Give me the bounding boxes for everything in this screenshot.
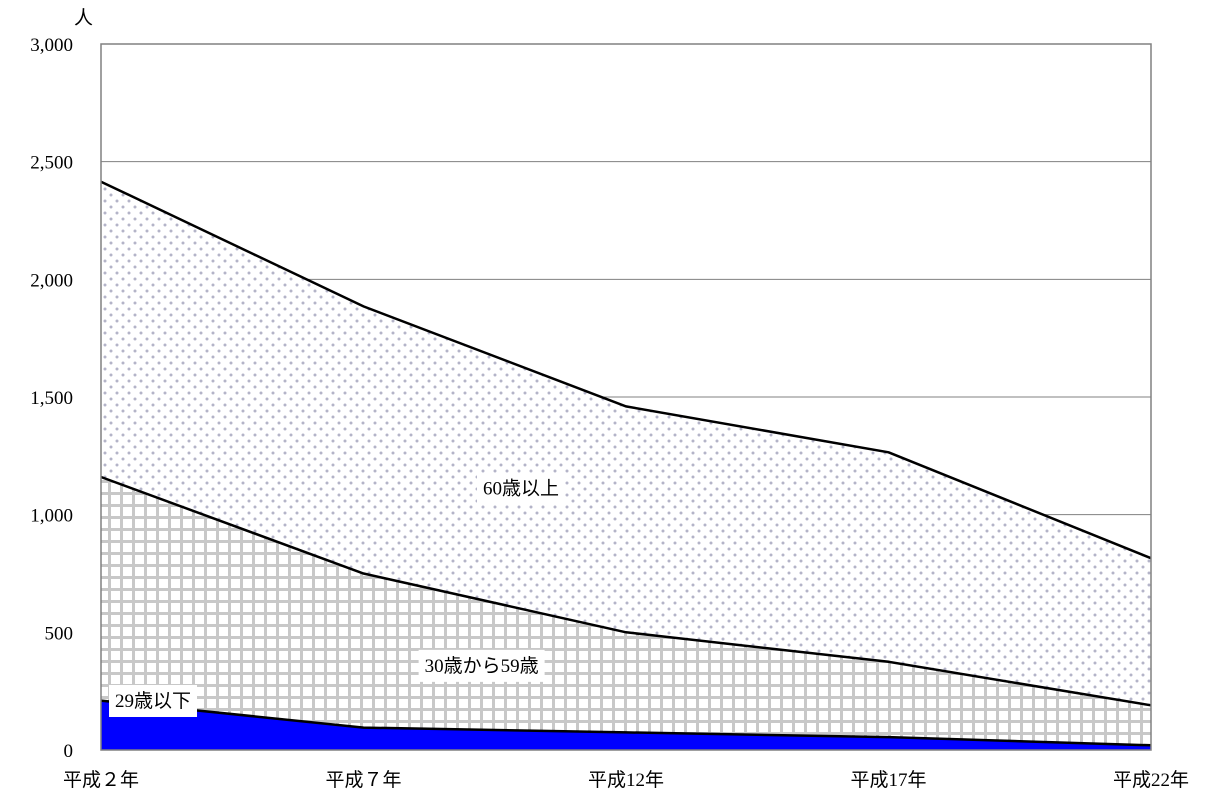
y-tick-label: 0	[64, 741, 74, 762]
y-tick-label: 500	[45, 623, 74, 644]
series-labels: 29歳以下 30歳から59歳 60歳以上	[109, 472, 566, 717]
plot-border	[100, 43, 1152, 751]
series-label: 29歳以下	[109, 684, 198, 717]
x-tick-label: 平成22年	[1113, 769, 1189, 791]
x-tick-label: 平成７年	[325, 769, 401, 791]
y-tick-label: 1,500	[30, 388, 73, 409]
series-lines-group	[100, 180, 1152, 747]
area-series-group	[101, 181, 1151, 750]
series-label: 30歳から59歳	[418, 649, 545, 682]
series-label-box	[476, 472, 566, 505]
series-label-text: 29歳以下	[115, 690, 191, 712]
series-line	[100, 475, 1152, 707]
series-label-box	[109, 684, 198, 717]
series-line	[100, 180, 1152, 560]
series-label-text: 30歳から59歳	[425, 655, 539, 677]
series-label-box	[418, 649, 545, 682]
x-tick-labels: 平成２年 平成７年 平成12年 平成17年 平成22年	[63, 769, 1189, 791]
x-tick-label: 平成２年	[63, 769, 139, 791]
series-line	[100, 699, 1152, 747]
x-tick-label: 平成12年	[588, 769, 664, 791]
series-label: 60歳以上	[476, 472, 566, 505]
y-tick-label: 2,500	[30, 153, 73, 174]
y-tick-label: 3,000	[30, 35, 73, 56]
area-30-59	[101, 477, 1151, 746]
y-unit-label: 人	[74, 7, 93, 29]
area-60-plus	[101, 181, 1151, 706]
series-label-text: 60歳以上	[483, 478, 559, 500]
y-tick-labels: 0 500 1,000 1,500 2,000 2,500 3,000	[30, 35, 73, 762]
y-tick-label: 1,000	[30, 506, 73, 527]
x-tick-label: 平成17年	[850, 769, 926, 791]
y-tick-label: 2,000	[30, 270, 73, 291]
